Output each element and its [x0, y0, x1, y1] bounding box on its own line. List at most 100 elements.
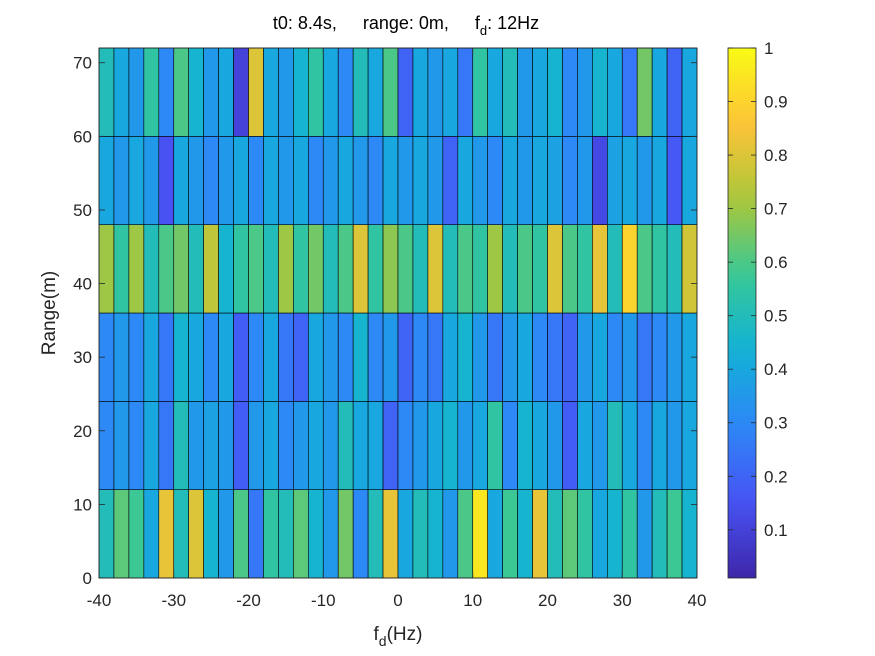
heatmap-cell: [397, 489, 414, 579]
x-tick-label: -20: [236, 591, 261, 610]
heatmap-cell: [278, 136, 294, 225]
colorbar-tick-label: 0.9: [764, 93, 788, 112]
heatmap-cell: [337, 136, 354, 225]
heatmap-cell: [621, 312, 638, 402]
heatmap-cell: [188, 47, 204, 137]
heatmap-cell: [248, 489, 264, 579]
heatmap-cell: [517, 47, 533, 137]
heatmap-cell: [143, 489, 160, 579]
heatmap-cell: [98, 489, 115, 579]
heatmap-cell: [173, 401, 189, 490]
heatmap-cell: [487, 401, 503, 490]
heatmap-cell: [278, 312, 294, 402]
heatmap-cell: [307, 136, 324, 225]
heatmap-cell: [397, 312, 414, 402]
heatmap-cell: [621, 136, 638, 225]
heatmap-cell: [173, 312, 189, 402]
heatmap-cell: [382, 401, 399, 490]
x-tick-label: -10: [311, 591, 336, 610]
heatmap-cell: [322, 136, 339, 225]
heatmap-cell: [472, 489, 488, 579]
heatmap-cell: [621, 224, 638, 314]
heatmap-cell: [263, 136, 279, 225]
heatmap-cell: [233, 401, 249, 490]
heatmap-cell: [113, 489, 130, 579]
heatmap-cell: [636, 224, 653, 314]
x-axis-label: fd(Hz): [374, 624, 423, 649]
heatmap-cell: [442, 136, 459, 225]
heatmap-cell: [352, 224, 369, 314]
heatmap-cell: [621, 47, 638, 137]
heatmap-cell: [502, 489, 518, 579]
heatmap-cell: [337, 401, 354, 490]
title-range: range: 0m,: [363, 13, 449, 33]
heatmap-cell: [218, 489, 234, 579]
colorbar-tick-label: 0.7: [764, 200, 788, 219]
heatmap-cell: [143, 224, 160, 314]
heatmap-cell: [502, 136, 518, 225]
heatmap-cell: [547, 47, 563, 137]
heatmap-cell: [412, 312, 429, 402]
heatmap-cell: [352, 401, 369, 490]
heatmap-cell: [562, 136, 578, 225]
heatmap-cell: [457, 312, 474, 402]
heatmap-cell: [517, 224, 533, 314]
heatmap-cell: [307, 489, 324, 579]
y-tick-label: 0: [83, 569, 92, 588]
heatmap-cell: [248, 312, 264, 402]
heatmap-cell: [188, 401, 204, 490]
heatmap-cell: [487, 224, 503, 314]
heatmap-cell: [233, 47, 249, 137]
y-axis-ticks: 0 10 20 30 40 50 60 70: [73, 54, 697, 588]
colorbar-tick-label: 0.4: [764, 360, 788, 379]
heatmap-cell: [158, 401, 175, 490]
heatmap-cell: [188, 489, 204, 579]
heatmap-cell: [532, 47, 548, 137]
heatmap-cell: [397, 224, 414, 314]
heatmap-cell: [158, 224, 175, 314]
heatmap-cell: [592, 224, 608, 314]
heatmap-cell: [502, 47, 518, 137]
heatmap-cell: [263, 47, 279, 137]
heatmap-cell: [427, 312, 444, 402]
y-tick-label: 20: [73, 422, 92, 441]
heatmap-cell: [337, 312, 354, 402]
heatmap-cell: [532, 224, 548, 314]
heatmap-cell: [203, 401, 219, 490]
heatmap-cell: [562, 489, 578, 579]
heatmap-cell: [517, 489, 533, 579]
heatmap-cell: [577, 401, 593, 490]
heatmap-cell: [427, 489, 444, 579]
heatmap-cell: [128, 401, 145, 490]
heatmap-cell: [636, 401, 653, 490]
xlabel-sub: d: [379, 633, 387, 649]
heatmap-cell: [158, 489, 175, 579]
heatmap-cell: [666, 136, 683, 225]
heatmap-cell: [532, 136, 548, 225]
heatmap-cell: [128, 312, 145, 402]
heatmap-cell: [487, 136, 503, 225]
heatmap-cell: [278, 47, 294, 137]
heatmap-cell: [651, 224, 668, 314]
heatmap-cell: [128, 136, 145, 225]
heatmap-cell: [606, 224, 623, 314]
heatmap-cell: [128, 47, 145, 137]
heatmap-cell: [412, 489, 429, 579]
heatmap-cell: [98, 47, 115, 137]
heatmap-cell: [143, 401, 160, 490]
heatmap-cell: [233, 136, 249, 225]
colorbar-tick-label: 0.5: [764, 307, 788, 326]
heatmap-cell: [606, 312, 623, 402]
heatmap-cell: [487, 47, 503, 137]
heatmap-cell: [412, 401, 429, 490]
heatmap-cell: [681, 47, 698, 137]
heatmap-cell: [173, 224, 189, 314]
heatmap-cell: [173, 489, 189, 579]
colorbar-tick-label: 0.1: [764, 521, 788, 540]
heatmap-cell: [457, 489, 474, 579]
heatmap-cell: [502, 224, 518, 314]
colorbar-tick-label: 0.2: [764, 467, 788, 486]
heatmap-cell: [412, 224, 429, 314]
title-fd-value: : 12Hz: [487, 13, 539, 33]
heatmap-cell: [651, 401, 668, 490]
